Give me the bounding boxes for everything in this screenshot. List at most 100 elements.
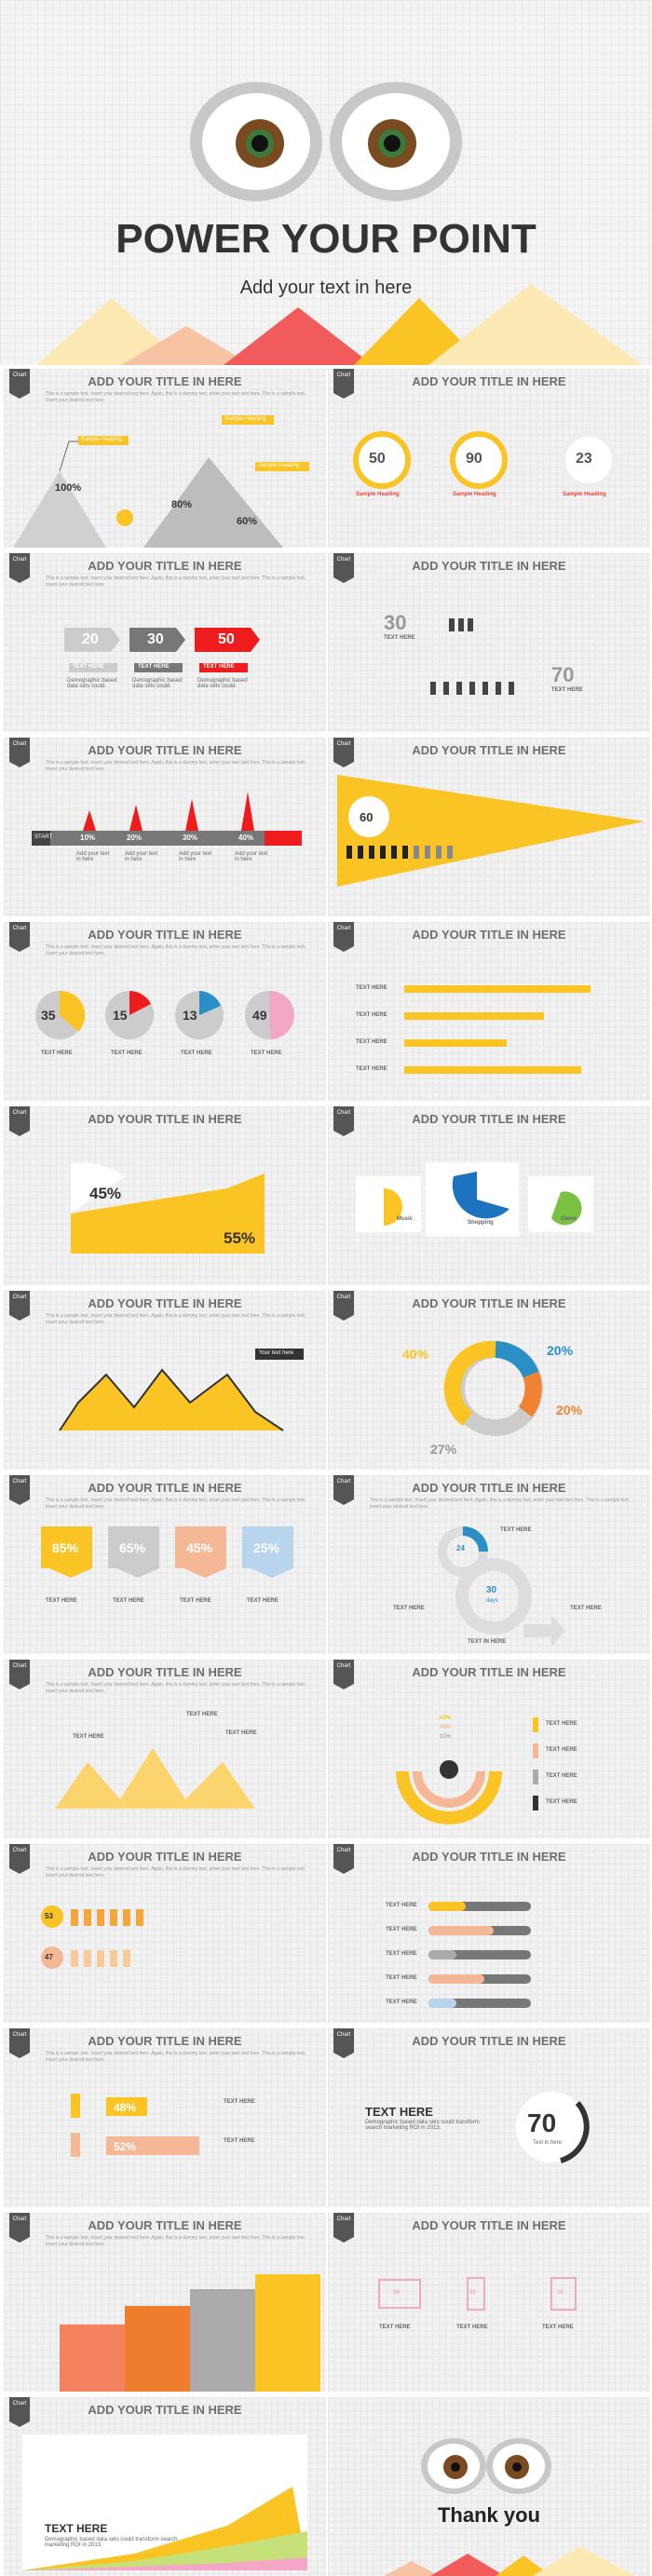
people-label-a: TEXT HERE [384,635,415,641]
bar-label-1: TEXT HERE [356,985,387,991]
gender-label-b: TEXT HERE [224,2138,255,2144]
slide-devices[interactable]: Chart ADD YOUR TITLE IN HERE 30 60 10 TE… [328,2213,650,2392]
area-value-b: 55% [224,1229,256,1247]
heading-1: Sample Heading [81,437,123,442]
slide-donuts[interactable]: Chart ADD YOUR TITLE IN HERE Music Shopp… [328,1106,650,1285]
slide-arrows[interactable]: Chart ADD YOUR TITLE IN HERE This is a s… [4,553,326,732]
timeline-desc-2: Add your text in here [125,851,158,862]
chart-tag: Chart [9,553,30,583]
big-number-graphic [516,2092,590,2163]
slide-subtitle: This is a sample text. Insert your desir… [46,1313,306,1325]
slide-tags[interactable]: Chart ADD YOUR TITLE IN HERE This is a s… [4,1475,326,1654]
people-value-b: 70 [551,663,575,686]
pie-label-3: TEXT HERE [181,1051,212,1056]
area-chart-desc: Demographic based data sets could transf… [45,2537,178,2548]
device-value-1: 30 [393,2290,400,2296]
slide-timeline[interactable]: Chart ADD YOUR TITLE IN HERE This is a s… [4,738,326,916]
big-number-value: 70 [527,2108,557,2137]
slide-title: ADD YOUR TITLE IN HERE [412,1665,566,1679]
peak-label-1: TEXT HERE [73,1734,104,1740]
hero-subtitle: Add your text in here [239,278,413,298]
slide-ring[interactable]: Chart ADD YOUR TITLE IN HERE 40% 20% 20%… [328,1291,650,1470]
slide-subtitle: This is a sample text. Insert your desir… [370,1498,631,1510]
gauge-label-3: TEXT HERE [546,1773,577,1779]
timeline-desc-1: Add your text in here [76,851,110,862]
chart-tag: Chart [333,738,354,767]
ring-value-3: 20% [556,1403,583,1417]
device-label-3: TEXT HERE [542,2325,574,2330]
cycle-graphic [438,1526,565,1647]
pie-label-1: TEXT HERE [41,1051,73,1056]
ring-value-2: 20% [547,1343,574,1358]
slide-title: ADD YOUR TITLE IN HERE [412,1112,566,1126]
tag-label-3: TEXT HERE [180,1598,211,1604]
gauge-value-2: 30% [440,1725,452,1730]
slide-gauge[interactable]: Chart ADD YOUR TITLE IN HERE 43% 30% 11%… [328,1660,650,1838]
wave-label: Your text here [259,1350,294,1356]
arrow-graphics [64,628,260,672]
progress-label-2: TEXT HERE [386,1927,417,1932]
slide-big-number[interactable]: Chart ADD YOUR TITLE IN HERE TEXT HERE D… [328,2028,650,2207]
people-label-b: TEXT HERE [551,687,583,693]
slide-title: ADD YOUR TITLE IN HERE [88,1481,242,1495]
tag-label-2: TEXT HERE [113,1598,144,1604]
slide-area[interactable]: Chart ADD YOUR TITLE IN HERE 45% 55% [4,1106,326,1285]
area-value-a: 45% [89,1185,122,1202]
chart-tag: Chart [9,1291,30,1321]
hero-slide[interactable]: POWER YOUR POINT Add your text in here [0,0,652,365]
chart-tag: Chart [9,1660,30,1689]
slide-subtitle: This is a sample text. Insert your desir… [46,1498,306,1510]
slide-title: ADD YOUR TITLE IN HERE [88,374,242,388]
timeline-desc-3: Add your text in here [179,851,212,862]
slide-title: ADD YOUR TITLE IN HERE [412,2218,566,2232]
slide-subtitle: This is a sample text. Insert your desir… [46,944,306,956]
slide-cycle[interactable]: Chart ADD YOUR TITLE IN HERE This is a s… [328,1475,650,1654]
tag-label-4: TEXT HERE [247,1598,278,1604]
big-number-desc: Demographic based data sets could transf… [365,2120,480,2131]
chart-tag: Chart [333,1291,354,1321]
slide-bars[interactable]: Chart ADD YOUR TITLE IN HERE TEXT HERE T… [328,922,650,1101]
slide-gender[interactable]: Chart ADD YOUR TITLE IN HERE This is a s… [4,2028,326,2207]
chart-tag: Chart [9,2028,30,2058]
slide-population[interactable]: Chart ADD YOUR TITLE IN HERE This is a s… [4,1844,326,2023]
slide-title: ADD YOUR TITLE IN HERE [412,1481,566,1495]
chart-tag: Chart [333,1475,354,1505]
circle-value-1: 50 [369,451,386,467]
ring-value-1: 40% [402,1347,429,1362]
slide-steps[interactable]: Chart ADD YOUR TITLE IN HERE This is a s… [4,2213,326,2392]
slide-pies[interactable]: Chart ADD YOUR TITLE IN HERE This is a s… [4,922,326,1101]
arrow-value-3: 50 [218,631,235,647]
pie-value-3: 13 [183,1008,197,1023]
slide-area-chart[interactable]: Chart ADD YOUR TITLE IN HERE TEXT HERE D… [4,2397,326,2576]
tag-label-1: TEXT HERE [46,1598,77,1604]
bar-label-2: TEXT HERE [356,1012,387,1018]
heading-2: Sample Heading [224,416,266,422]
slide-title: ADD YOUR TITLE IN HERE [88,1665,242,1679]
pie-value-2: 15 [113,1008,128,1023]
progress-label-3: TEXT HERE [386,1951,417,1957]
slide-title: ADD YOUR TITLE IN HERE [88,2034,242,2048]
bar-graphics [404,985,591,1074]
slide-mountains[interactable]: Chart ADD YOUR TITLE IN HERE This is a s… [4,369,326,548]
value-1: 100% [55,482,82,494]
slide-people[interactable]: Chart ADD YOUR TITLE IN HERE 30 70 TEXT … [328,553,650,732]
timeline-value-2: 20% [127,834,143,842]
slide-title: ADD YOUR TITLE IN HERE [88,2218,242,2232]
slide-wave[interactable]: Chart ADD YOUR TITLE IN HERE This is a s… [4,1291,326,1470]
slide-progress[interactable]: Chart ADD YOUR TITLE IN HERE TEXT HERE T… [328,1844,650,2023]
chart-tag: Chart [9,2397,30,2427]
arrow-desc-1: Demographic based data sets could. [67,678,117,689]
heading-3: Sample Heading [258,463,300,468]
circle-value-3: 23 [576,451,592,467]
funnel-graphic [337,775,645,887]
chart-tag: Chart [333,1844,354,1874]
slide-subtitle: This is a sample text. Insert your desir… [46,1682,306,1694]
pie-value-4: 49 [252,1008,267,1023]
slide-thank-you[interactable]: Thank you [328,2397,650,2576]
slide-circles[interactable]: Chart ADD YOUR TITLE IN HERE 50 90 23 Sa… [328,369,650,548]
slide-funnel[interactable]: Chart ADD YOUR TITLE IN HERE 60 [328,738,650,916]
population-value-b: 47 [45,1953,53,1961]
population-value-a: 53 [45,1912,53,1920]
peak-label-2: TEXT HERE [186,1712,218,1717]
slide-peaks[interactable]: Chart ADD YOUR TITLE IN HERE This is a s… [4,1660,326,1838]
